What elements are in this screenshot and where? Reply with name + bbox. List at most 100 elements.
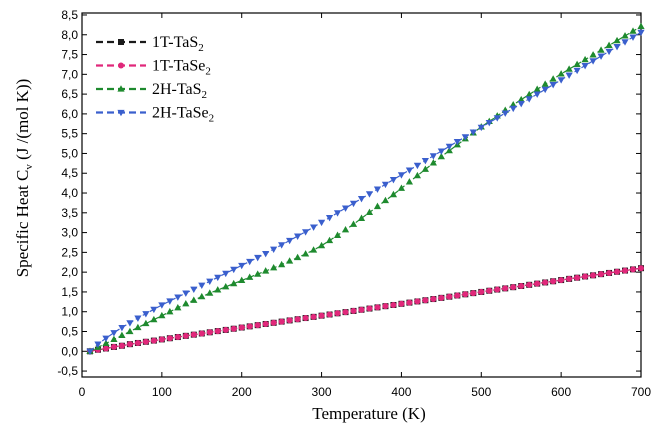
data-point [454, 292, 461, 299]
legend-label-main: 1T-TaSe [152, 58, 205, 75]
data-point [110, 343, 117, 350]
data-point [182, 300, 190, 307]
data-point [550, 278, 557, 285]
data-point [134, 315, 142, 322]
data-point [541, 80, 549, 87]
series-3 [86, 29, 645, 356]
data-point [381, 196, 390, 204]
data-point [317, 241, 326, 249]
data-point [501, 110, 509, 117]
data-point [150, 337, 157, 344]
data-point [558, 277, 565, 284]
data-point [437, 148, 445, 155]
data-point [230, 266, 238, 274]
data-point [398, 300, 405, 307]
data-point [397, 172, 406, 179]
data-point [638, 265, 644, 272]
data-point [238, 276, 246, 284]
legend-label: 2H-TaS2 [152, 81, 207, 101]
data-point [190, 286, 198, 293]
data-point [198, 330, 205, 337]
data-point [206, 289, 214, 296]
data-point [317, 219, 326, 227]
data-point [557, 70, 565, 77]
data-point [102, 345, 109, 352]
data-point [470, 290, 477, 297]
data-point [158, 311, 166, 319]
data-point [494, 286, 501, 293]
data-point [118, 324, 126, 332]
y-axis-title: Specific Heat Cv (J /(mol K)) [13, 79, 35, 278]
x-tick-label: 600 [551, 385, 571, 399]
data-point [286, 257, 294, 264]
data-point [381, 181, 390, 189]
y-tick-label: 7,5 [61, 48, 78, 62]
data-point [397, 184, 406, 191]
data-point [413, 171, 421, 179]
data-point [302, 229, 310, 236]
data-point [518, 283, 525, 289]
data-point [246, 258, 254, 266]
data-point [118, 342, 125, 349]
data-point [222, 326, 229, 333]
y-axis-title-main: Specific Heat C [13, 170, 32, 278]
y-tick-label: 8,5 [61, 8, 78, 22]
data-point [214, 274, 222, 282]
data-point [294, 253, 302, 261]
data-point [614, 268, 621, 275]
data-point [533, 85, 541, 92]
data-point [430, 296, 437, 303]
data-point [254, 254, 262, 262]
data-point [613, 36, 621, 44]
data-point [549, 82, 557, 89]
data-point [102, 335, 110, 343]
legend: 1T-TaS2 1T-TaSe 22H-TaS2 2H-TaSe2 [96, 34, 214, 125]
data-point [413, 162, 421, 170]
data-point [214, 328, 221, 335]
data-point [198, 292, 206, 300]
y-tick-label: 4,5 [61, 166, 78, 180]
data-point [222, 270, 230, 278]
series-line [89, 267, 642, 352]
data-point [246, 323, 253, 330]
y-tick-label: 5,0 [61, 146, 78, 160]
data-point [566, 275, 573, 282]
data-point [134, 323, 142, 331]
data-point [349, 220, 358, 227]
data-point [278, 318, 285, 325]
data-point [158, 336, 165, 343]
legend-label-main: 2H-TaS [152, 81, 202, 98]
data-point [150, 315, 158, 323]
legend-item-0: 1T-TaS2 [96, 34, 204, 54]
legend-item-3: 2H-TaSe2 [96, 105, 214, 125]
x-tick-label: 300 [312, 385, 332, 399]
data-point [222, 282, 230, 290]
data-point [557, 77, 565, 84]
data-point [365, 191, 374, 198]
data-point [525, 90, 533, 98]
data-point [374, 304, 381, 311]
legend-swatch-marker [117, 85, 125, 92]
series-layer [86, 22, 645, 356]
y-tick-label: 3,0 [61, 226, 78, 240]
legend-swatch-marker [118, 62, 124, 69]
data-point [605, 41, 613, 49]
data-point [110, 335, 118, 343]
data-point [613, 44, 621, 51]
data-point [478, 288, 485, 295]
legend-label: 1T-TaS2 [152, 34, 204, 54]
legend-label-sub: 2 [202, 89, 208, 101]
data-point [629, 34, 637, 41]
data-point [462, 291, 469, 298]
data-point [517, 95, 525, 103]
data-point [302, 250, 310, 257]
data-point [190, 331, 197, 338]
legend-swatch-marker [118, 39, 124, 45]
legend-label-main: 2H-TaSe [152, 105, 209, 122]
data-point [286, 317, 293, 324]
series-line [89, 25, 642, 352]
data-point [469, 129, 477, 136]
data-point [118, 331, 126, 339]
y-tick-label: 7,0 [61, 67, 78, 81]
y-tick-label: 5,5 [61, 127, 78, 141]
